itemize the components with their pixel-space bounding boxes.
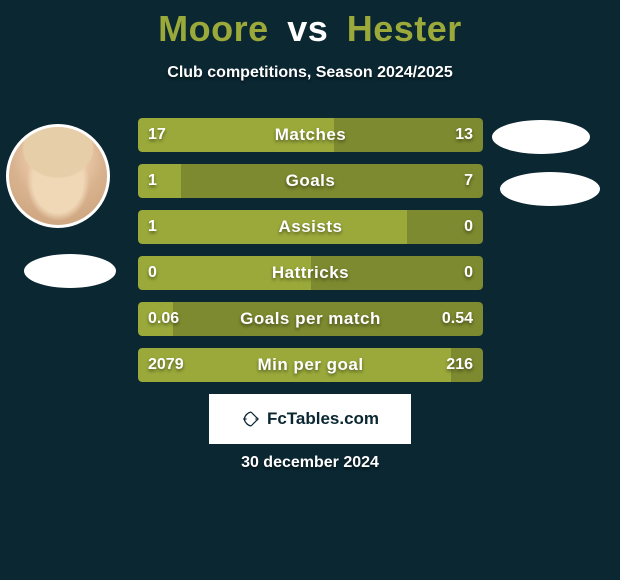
title-vs: vs [287,8,328,49]
brand-icon [241,409,261,429]
player1-club-badge [24,254,116,288]
title-player2: Hester [347,8,462,49]
stat-label: Min per goal [138,348,483,382]
comparison-chart: 1713Matches 17Goals 10Assists 00Hattricks 0.… [138,118,483,394]
subtitle: Club competitions, Season 2024/2025 [0,64,620,82]
stat-label: Matches [138,118,483,152]
brand-badge: FcTables.com [209,394,411,444]
player2-avatar [492,120,590,154]
player1-avatar [6,124,110,228]
stat-row: 1713Matches [138,118,483,152]
date-text: 30 december 2024 [0,454,620,472]
stat-label: Goals [138,164,483,198]
stat-row: 00Hattricks [138,256,483,290]
stat-row: 2079216Min per goal [138,348,483,382]
stat-label: Hattricks [138,256,483,290]
player2-club-badge [500,172,600,206]
stat-label: Goals per match [138,302,483,336]
page-title: Moore vs Hester [0,0,620,50]
title-player1: Moore [158,8,269,49]
stat-row: 17Goals [138,164,483,198]
stat-row: 10Assists [138,210,483,244]
stat-label: Assists [138,210,483,244]
brand-text: FcTables.com [267,409,379,429]
stat-row: 0.060.54Goals per match [138,302,483,336]
